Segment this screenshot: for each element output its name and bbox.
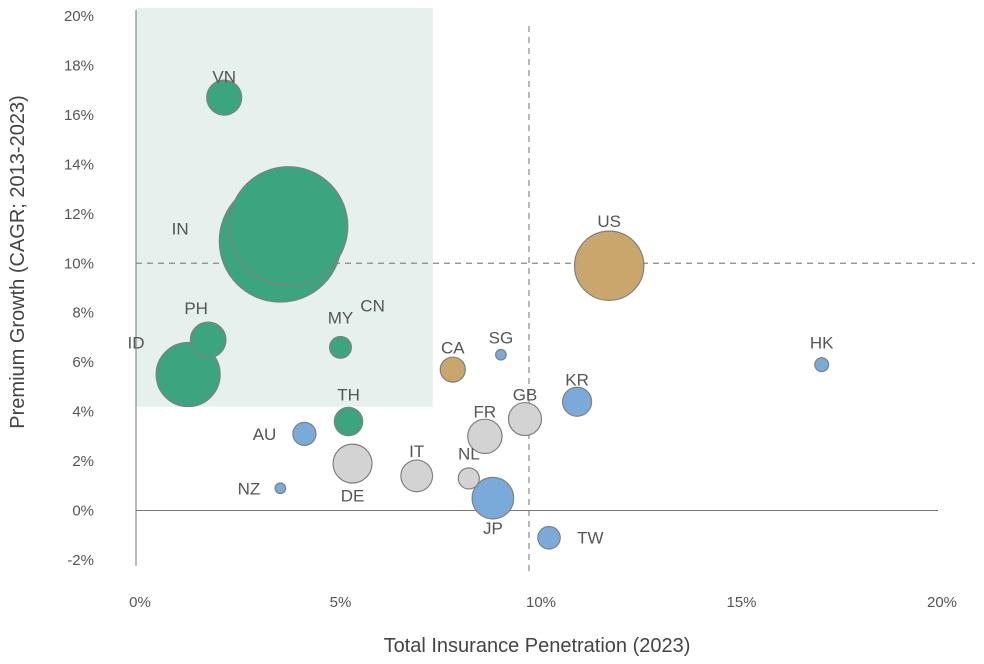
- y-tick-label: 20%: [64, 8, 94, 25]
- bubble-label-in: IN: [172, 220, 189, 239]
- bubble-label-sg: SG: [489, 328, 514, 347]
- bubble-de: [332, 443, 373, 484]
- x-tick-labels: 0% 5% 10% 15% 20%: [129, 594, 957, 611]
- bubble-label-nl: NL: [458, 445, 480, 464]
- bubble-jp: [471, 476, 515, 520]
- bubble-label-tw: TW: [577, 529, 603, 548]
- bubble-gb: [507, 401, 543, 437]
- bubble-nl: [457, 467, 480, 490]
- y-tick-label: 4%: [72, 404, 94, 421]
- y-tick-label: 6%: [72, 354, 94, 371]
- x-tick-label: 0%: [129, 594, 151, 611]
- y-tick-labels: -2% 0% 2% 4% 6% 8% 10% 12% 14% 16% 18% 20%: [64, 8, 94, 569]
- bubbles: [155, 79, 830, 550]
- bubble-vn: [206, 79, 243, 116]
- x-axis-label: Total Insurance Penetration (2023): [384, 635, 691, 657]
- y-tick-label: 2%: [72, 453, 94, 470]
- bubble-label-au: AU: [253, 425, 277, 444]
- bubble-label-hk: HK: [810, 333, 834, 352]
- bubble-ca: [439, 356, 466, 383]
- bubble-ph: [189, 321, 227, 359]
- bubble-cn: [228, 166, 349, 287]
- y-tick-label: 12%: [64, 206, 94, 223]
- bubble-label-us: US: [597, 212, 621, 231]
- bubble-label-nz: NZ: [238, 479, 261, 498]
- bubble-us: [573, 230, 645, 301]
- y-tick-label: -2%: [67, 552, 94, 569]
- bubble-th: [333, 406, 364, 437]
- bubble-label-ca: CA: [441, 338, 465, 357]
- bubble-label-id: ID: [128, 333, 145, 352]
- bubble-kr: [561, 386, 593, 417]
- x-tick-label: 10%: [526, 594, 556, 611]
- bubble-label-kr: KR: [565, 370, 589, 389]
- y-axis-label: Premium Growth (CAGR; 2013-2023): [7, 95, 29, 428]
- bubble-label-vn: VN: [212, 68, 236, 87]
- bubble-sg: [495, 348, 507, 361]
- bubble-tw: [537, 525, 561, 550]
- x-tick-label: 20%: [927, 594, 957, 611]
- bubble-hk: [814, 357, 830, 373]
- bubble-label-cn: CN: [360, 296, 385, 315]
- bubble-label-ph: PH: [184, 299, 208, 318]
- bubble-label-my: MY: [328, 309, 354, 328]
- bubble-id: [155, 341, 221, 408]
- bubble-au: [292, 421, 317, 447]
- y-tick-label: 10%: [64, 255, 94, 272]
- bubble-my: [329, 335, 352, 359]
- bubble-fr: [467, 418, 503, 455]
- bubble-nz: [274, 482, 287, 495]
- x-tick-label: 15%: [726, 594, 756, 611]
- bubble-label-fr: FR: [474, 403, 497, 422]
- y-tick-label: 0%: [72, 503, 94, 520]
- bubble-it: [400, 459, 434, 493]
- x-tick-label: 5%: [330, 594, 352, 611]
- bubble-labels: VN CN IN PH ID MY TH US CA SG HK KR AU NZ JP TW GB FR DE IT…: [128, 68, 835, 548]
- y-tick-label: 16%: [64, 107, 94, 124]
- y-tick-label: 18%: [64, 57, 94, 74]
- y-tick-label: 8%: [72, 305, 94, 322]
- bubble-label-gb: GB: [513, 385, 538, 404]
- bubble-label-it: IT: [409, 442, 424, 461]
- y-tick-label: 14%: [64, 156, 94, 173]
- bubble-label-de: DE: [341, 487, 365, 506]
- bubble-label-th: TH: [337, 385, 360, 404]
- bubble-label-jp: JP: [483, 519, 503, 538]
